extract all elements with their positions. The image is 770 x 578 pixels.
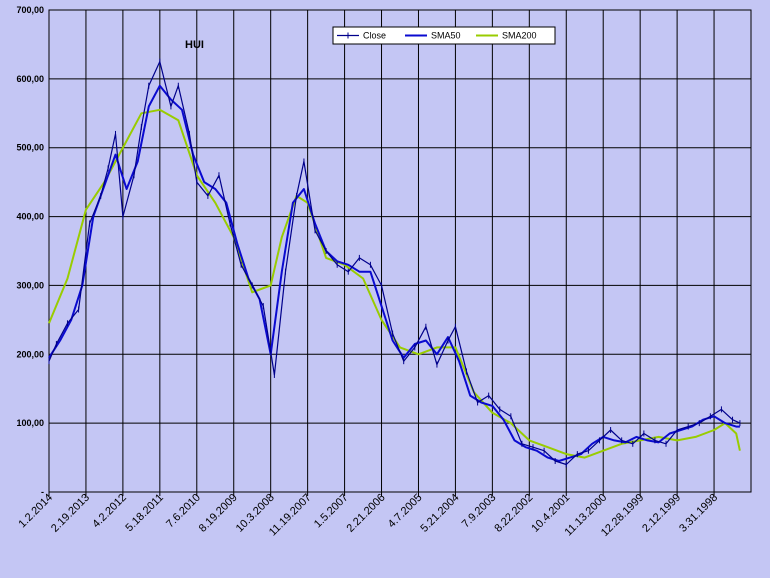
close-markers bbox=[48, 58, 741, 468]
y-tick-label: 600,00 bbox=[16, 74, 44, 84]
y-tick-label: 400,00 bbox=[16, 212, 44, 222]
x-tick-label: 5.18.2011 bbox=[123, 492, 166, 535]
plot-area bbox=[48, 9, 752, 493]
y-tick-label: 100,00 bbox=[16, 418, 44, 428]
x-tick-label: 8.22.2002 bbox=[492, 492, 535, 535]
x-tick-label: 2.19.2013 bbox=[49, 492, 92, 535]
gridlines bbox=[49, 9, 751, 493]
x-tick-label: 5.21.2004 bbox=[418, 492, 461, 535]
y-tick-label: 700,00 bbox=[16, 5, 44, 15]
x-tick-label: 8.19.2009 bbox=[197, 492, 240, 535]
y-tick-label: 500,00 bbox=[16, 143, 44, 153]
y-tick-label: 200,00 bbox=[16, 349, 44, 359]
x-tick-label: 3.31.1998 bbox=[677, 492, 720, 535]
chart-title: HUI bbox=[185, 39, 204, 51]
y-axis: - 100,00 200,00 300,00 400,00 500,00 600,00 700… bbox=[16, 5, 44, 497]
x-tick-label: 2.12.1999 bbox=[640, 492, 683, 535]
y-tick-label: 300,00 bbox=[16, 280, 44, 290]
legend-label: SMA200 bbox=[502, 31, 537, 41]
legend-swatch-close bbox=[337, 32, 359, 39]
x-axis: 1.2.20142.19.20134.2.20125.18.20117.6.20… bbox=[16, 492, 720, 539]
x-tick-label: 2.21.2006 bbox=[345, 492, 388, 535]
legend-label: Close bbox=[363, 31, 386, 41]
legend-label: SMA50 bbox=[431, 31, 461, 41]
series-group bbox=[48, 58, 741, 468]
legend: Close SMA50 SMA200 bbox=[332, 26, 556, 45]
legend-box bbox=[332, 26, 556, 45]
series-line-sma50 bbox=[48, 84, 740, 462]
y-tick-label: - bbox=[41, 487, 44, 497]
